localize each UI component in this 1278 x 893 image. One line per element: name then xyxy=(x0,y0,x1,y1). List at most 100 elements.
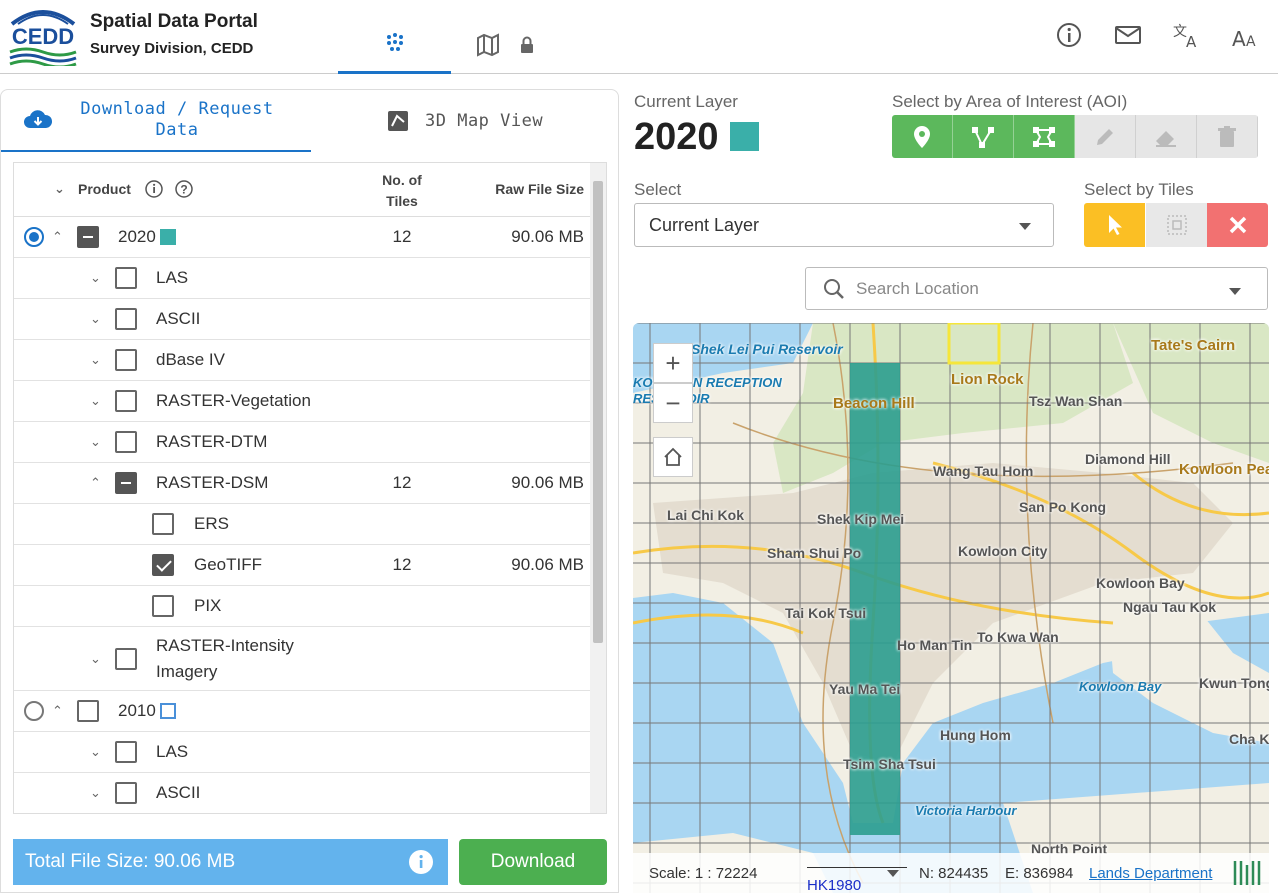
aoi-polyline-button[interactable] xyxy=(953,115,1014,158)
aoi-delete-button[interactable] xyxy=(1197,115,1258,158)
aoi-toolbar xyxy=(892,115,1258,158)
app-subtitle: Survey Division, CEDD xyxy=(90,40,254,57)
table-row[interactable]: ⌄ RASTER-Intensity Imagery xyxy=(14,627,592,691)
map-label: Yau Ma Tei xyxy=(829,681,901,697)
collapse-chevron-icon[interactable]: ⌃ xyxy=(52,703,63,718)
table-scrollbar[interactable] xyxy=(590,163,606,813)
selected-tiles[interactable] xyxy=(850,363,900,835)
map-label: Kowloon Peak xyxy=(1179,461,1269,478)
collapse-chevron-icon[interactable]: ⌃ xyxy=(52,229,63,244)
table-row[interactable]: ⌃ 2020 12 90.06 MB xyxy=(14,217,592,258)
aoi-edit-button[interactable] xyxy=(1075,115,1136,158)
map-label: Tate's Cairn xyxy=(1151,337,1236,354)
tile-clear-button[interactable] xyxy=(1207,203,1268,247)
row-checkbox[interactable] xyxy=(115,431,137,453)
hover-tile[interactable] xyxy=(947,323,1001,365)
expand-chevron-icon[interactable]: ⌄ xyxy=(90,352,101,367)
row-checkbox[interactable] xyxy=(152,554,174,576)
crs-select[interactable]: HK1980 xyxy=(807,865,907,893)
total-file-size-bar: Total File Size: 90.06 MB xyxy=(13,839,448,885)
expand-chevron-icon[interactable]: ⌄ xyxy=(90,785,101,800)
aoi-label: Select by Area of Interest (AOI) xyxy=(892,92,1128,111)
row-checkbox[interactable] xyxy=(115,741,137,763)
row-checkbox[interactable] xyxy=(152,513,174,535)
map-view[interactable]: Shek Lei Pui Reservoir KOWLOON RECEPTION… xyxy=(633,323,1269,893)
collapse-chevron-icon[interactable]: ⌃ xyxy=(90,475,101,490)
tile-box-select-button[interactable] xyxy=(1146,203,1207,247)
table-row[interactable]: ⌄ RASTER-Vegetation xyxy=(14,381,592,422)
northing-readout: N: 824435 xyxy=(919,865,989,882)
search-placeholder: Search Location xyxy=(856,278,979,298)
zoom-in-button[interactable]: + xyxy=(653,343,693,383)
nav-tab-map[interactable] xyxy=(470,22,540,74)
row-checkbox[interactable] xyxy=(115,308,137,330)
tile-pointer-button[interactable] xyxy=(1084,203,1145,247)
table-row[interactable]: ⌄ ASCII xyxy=(14,773,592,813)
map-label: Kowloon Bay xyxy=(1079,679,1162,694)
sort-chevron-icon[interactable]: ⌄ xyxy=(54,181,65,196)
map-label: Kowloon Bay xyxy=(1096,575,1185,591)
row-label: LAS xyxy=(156,268,189,287)
row-checkbox[interactable] xyxy=(152,595,174,617)
info-icon[interactable] xyxy=(408,849,434,875)
table-row[interactable]: ⌃ 2010 xyxy=(14,691,592,732)
tab-download-request[interactable]: Download / Request Data xyxy=(1,90,311,152)
table-row[interactable]: ⌃ RASTER-DSM 12 90.06 MB xyxy=(14,463,592,504)
home-button[interactable] xyxy=(653,437,693,477)
row-label: LAS xyxy=(156,742,189,761)
font-size-icon[interactable]: A A xyxy=(1231,20,1261,50)
aoi-polygon-button[interactable] xyxy=(1014,115,1075,158)
row-checkbox[interactable] xyxy=(115,647,137,670)
info-icon[interactable] xyxy=(144,179,164,199)
dots-grid-icon xyxy=(386,33,403,51)
row-checkbox[interactable] xyxy=(115,782,137,804)
row-checkbox[interactable] xyxy=(115,267,137,289)
map-label: Victoria Harbour xyxy=(915,803,1017,818)
aoi-eraser-button[interactable] xyxy=(1136,115,1197,158)
download-button[interactable]: Download xyxy=(459,839,607,885)
expand-chevron-icon[interactable]: ⌄ xyxy=(90,311,101,326)
attribution-link[interactable]: Lands Department xyxy=(1089,865,1213,882)
svg-text:A: A xyxy=(1186,33,1197,50)
row-checkbox[interactable] xyxy=(115,390,137,412)
table-row[interactable]: ERS xyxy=(14,504,592,545)
row-label: PIX xyxy=(194,596,222,615)
scrollbar-thumb[interactable] xyxy=(593,181,603,643)
mail-icon[interactable] xyxy=(1113,20,1143,50)
left-panel: Download / Request Data 3D Map View ⌄ Pr… xyxy=(0,89,619,893)
table-row[interactable]: ⌄ LAS xyxy=(14,258,592,299)
table-row[interactable]: GeoTIFF 12 90.06 MB xyxy=(14,545,592,586)
product-rows: ⌃ 2020 12 90.06 MB ⌄ LAS ⌄ ASCII ⌄ xyxy=(14,217,592,813)
expand-chevron-icon[interactable]: ⌄ xyxy=(90,270,101,285)
row-checkbox[interactable] xyxy=(77,700,99,722)
help-icon[interactable]: ? xyxy=(174,179,194,199)
expand-chevron-icon[interactable]: ⌄ xyxy=(90,434,101,449)
info-icon[interactable] xyxy=(1054,20,1084,50)
layer-radio[interactable] xyxy=(24,701,44,721)
logo-text: CEDD xyxy=(12,24,74,49)
table-row[interactable]: ⌄ dBase IV xyxy=(14,340,592,381)
table-row[interactable]: PIX xyxy=(14,586,592,627)
aoi-point-button[interactable] xyxy=(892,115,953,158)
zoom-out-button[interactable]: − xyxy=(653,383,693,423)
layer-radio[interactable] xyxy=(24,227,44,247)
search-location-input[interactable]: Search Location xyxy=(805,267,1268,310)
expand-chevron-icon[interactable]: ⌄ xyxy=(90,744,101,759)
table-row[interactable]: ⌄ RASTER-DTM xyxy=(14,422,592,463)
row-checkbox[interactable] xyxy=(77,226,99,248)
row-checkbox[interactable] xyxy=(115,472,137,494)
table-row[interactable]: ⌄ LAS xyxy=(14,732,592,773)
tab-3d-map-view[interactable]: 3D Map View xyxy=(381,90,581,152)
translate-icon[interactable]: 文 A xyxy=(1172,20,1202,50)
row-checkbox[interactable] xyxy=(115,349,137,371)
expand-chevron-icon[interactable]: ⌄ xyxy=(90,650,101,666)
nav-tab-data[interactable] xyxy=(338,22,451,74)
map-label: Lion Rock xyxy=(951,371,1024,388)
row-label: RASTER-DSM xyxy=(156,473,269,492)
table-row[interactable]: ⌄ ASCII xyxy=(14,299,592,340)
map-scale: Scale: 1 : 72224 xyxy=(649,865,758,882)
header-tiles: No. of Tiles xyxy=(382,172,422,209)
layer-select[interactable]: Current Layer xyxy=(634,203,1054,247)
map-label: Kwun Tong xyxy=(1199,675,1269,691)
expand-chevron-icon[interactable]: ⌄ xyxy=(90,393,101,408)
